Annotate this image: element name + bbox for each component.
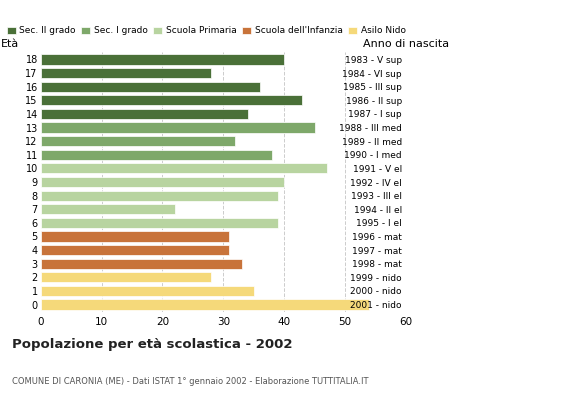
Bar	[41, 163, 327, 174]
Bar	[41, 136, 235, 146]
Bar	[41, 272, 211, 282]
Bar	[41, 258, 241, 269]
Bar	[41, 245, 229, 255]
Text: Età: Età	[1, 39, 19, 49]
Bar	[41, 177, 284, 187]
Bar	[41, 122, 315, 133]
Text: Popolazione per età scolastica - 2002: Popolazione per età scolastica - 2002	[12, 338, 292, 351]
Bar	[41, 286, 254, 296]
Legend: Sec. II grado, Sec. I grado, Scuola Primaria, Scuola dell'Infanzia, Asilo Nido: Sec. II grado, Sec. I grado, Scuola Prim…	[5, 24, 407, 37]
Bar	[41, 109, 248, 119]
Bar	[41, 190, 278, 201]
Text: COMUNE DI CARONIA (ME) - Dati ISTAT 1° gennaio 2002 - Elaborazione TUTTITALIA.IT: COMUNE DI CARONIA (ME) - Dati ISTAT 1° g…	[12, 377, 368, 386]
Text: Anno di nascita: Anno di nascita	[363, 39, 450, 49]
Bar	[41, 300, 369, 310]
Bar	[41, 150, 272, 160]
Bar	[41, 54, 284, 64]
Bar	[41, 82, 260, 92]
Bar	[41, 204, 175, 214]
Bar	[41, 68, 211, 78]
Bar	[41, 95, 303, 106]
Bar	[41, 231, 229, 242]
Bar	[41, 218, 278, 228]
